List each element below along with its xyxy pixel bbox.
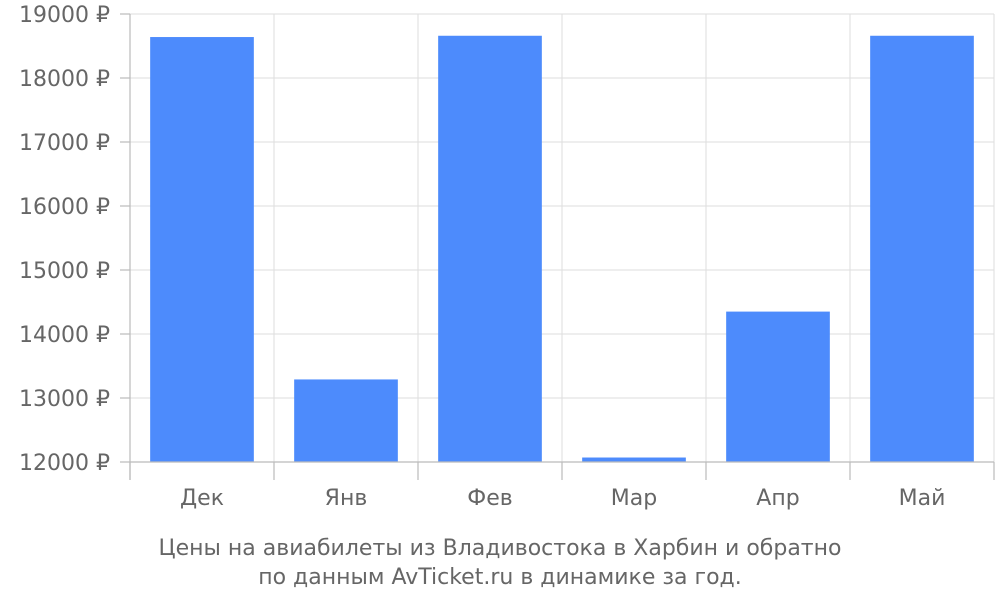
bars <box>150 35 974 462</box>
bar-6 <box>870 35 974 462</box>
grid <box>129 13 995 463</box>
y-tick-label: 17000 ₽ <box>19 131 110 156</box>
x-tick-label: Дек <box>180 486 224 511</box>
y-tick-label: 15000 ₽ <box>19 259 110 284</box>
y-axis-ticks: 12000 ₽ 13000 ₽ 14000 ₽ 15000 ₽ 16000 ₽ 17000… <box>19 3 110 476</box>
y-tick-label: 18000 ₽ <box>19 67 110 92</box>
y-tick-label: 16000 ₽ <box>19 195 110 220</box>
bar-3 <box>438 35 542 462</box>
chart-caption-line-1: Цены на авиабилеты из Владивостока в Хар… <box>159 536 842 561</box>
axes <box>120 13 995 480</box>
y-tick-label: 13000 ₽ <box>19 387 110 412</box>
x-tick-label: Апр <box>756 486 799 511</box>
x-axis-ticks: Дек Янв Фев Мар Апр Май <box>180 486 945 511</box>
x-tick-label: Май <box>899 486 946 511</box>
x-tick-label: Янв <box>325 486 368 511</box>
bar-4 <box>582 457 686 462</box>
y-tick-label: 14000 ₽ <box>19 323 110 348</box>
bar-2 <box>294 379 398 462</box>
y-tick-label: 19000 ₽ <box>19 3 110 28</box>
x-tick-label: Фев <box>467 486 512 511</box>
x-tick-label: Мар <box>611 486 657 511</box>
bar-5 <box>726 311 830 462</box>
chart-caption-line-2: по данным AvTicket.ru в динамике за год. <box>258 565 742 590</box>
bar-1 <box>150 37 254 462</box>
y-tick-label: 12000 ₽ <box>19 451 110 476</box>
